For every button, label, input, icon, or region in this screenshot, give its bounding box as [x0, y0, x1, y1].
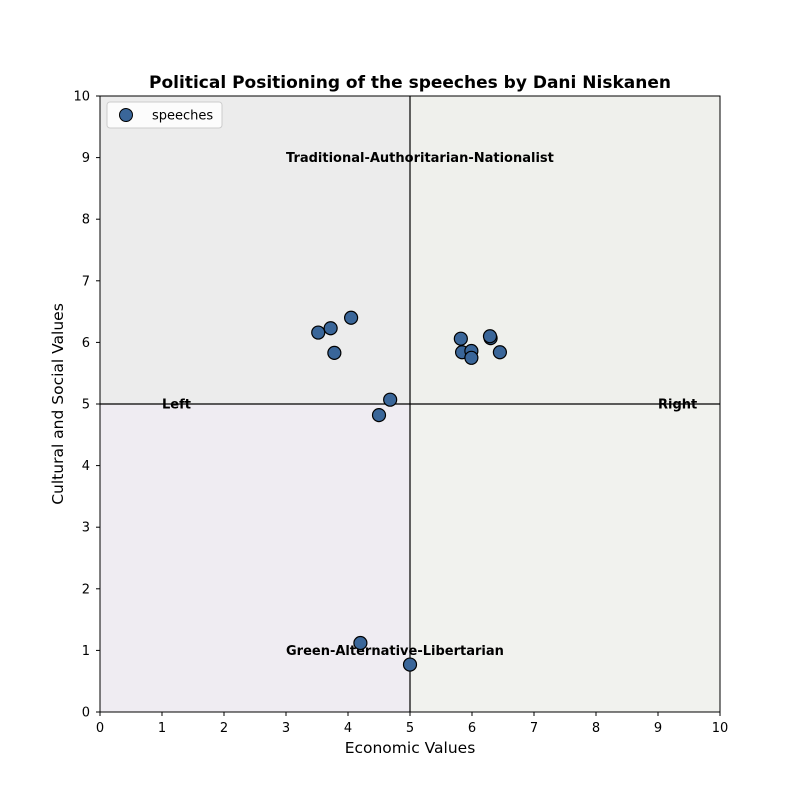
data-point	[383, 392, 398, 407]
quadrant-backgrounds	[100, 96, 720, 712]
x-tick-label: 5	[406, 721, 414, 736]
quadrant-top-left	[100, 96, 410, 404]
x-tick-label: 9	[654, 721, 662, 736]
x-tick-label: 3	[282, 721, 290, 736]
x-tick-label: 1	[158, 721, 166, 736]
y-axis-ticks: 0 1 2 3 4 5 6 7 8 9 10	[73, 90, 100, 721]
annotation-label: Green-Alternative-Libertarian	[286, 644, 504, 659]
y-tick-label: 9	[82, 151, 90, 166]
x-tick-label: 4	[344, 721, 352, 736]
x-tick-label: 10	[712, 721, 729, 736]
x-tick-label: 7	[530, 721, 538, 736]
data-points	[311, 310, 507, 672]
x-tick-label: 8	[592, 721, 600, 736]
y-tick-label: 4	[82, 459, 90, 474]
legend-label-speeches: speeches	[152, 109, 213, 124]
y-axis-label: Cultural and Social Values	[49, 303, 67, 505]
legend-box	[106, 101, 223, 129]
y-tick-label: 3	[82, 521, 90, 536]
data-point	[492, 345, 507, 360]
data-point	[482, 329, 498, 344]
x-tick-label: 2	[220, 721, 228, 736]
data-point	[371, 407, 387, 423]
quadrant-bottom-right	[410, 404, 720, 712]
data-point	[323, 321, 338, 336]
data-point	[453, 331, 468, 346]
data-point	[311, 325, 326, 340]
annotations: Traditional-Authoritarian-Nationalist Gre…	[162, 151, 697, 659]
y-tick-label: 1	[82, 644, 90, 659]
data-point	[464, 350, 479, 365]
divider-lines	[100, 96, 720, 712]
annotation-label: Left	[162, 398, 191, 413]
y-tick-label: 6	[82, 336, 90, 351]
y-tick-label: 10	[73, 90, 90, 105]
data-point	[402, 657, 418, 672]
quadrant-top-right	[410, 96, 720, 404]
data-point	[344, 310, 359, 325]
data-point	[327, 345, 342, 360]
x-axis-ticks: 0 1 2 3 4 5 6 7 8 9 10	[96, 712, 728, 736]
chart-title: Political Positioning of the speeches by…	[149, 73, 671, 93]
annotation-label: Traditional-Authoritarian-Nationalist	[286, 151, 554, 166]
y-tick-label: 0	[82, 706, 90, 721]
x-axis-label: Economic Values	[345, 739, 476, 757]
legend: speeches	[106, 101, 223, 129]
legend-marker	[119, 108, 133, 122]
x-tick-label: 6	[468, 721, 476, 736]
y-tick-label: 2	[82, 582, 90, 597]
y-tick-label: 7	[82, 274, 90, 289]
quadrant-bottom-left	[100, 404, 410, 712]
x-tick-label: 0	[96, 721, 104, 736]
data-point	[353, 635, 368, 651]
annotation-label: Right	[658, 398, 697, 413]
y-tick-label: 8	[82, 213, 90, 228]
y-tick-label: 5	[82, 398, 90, 413]
